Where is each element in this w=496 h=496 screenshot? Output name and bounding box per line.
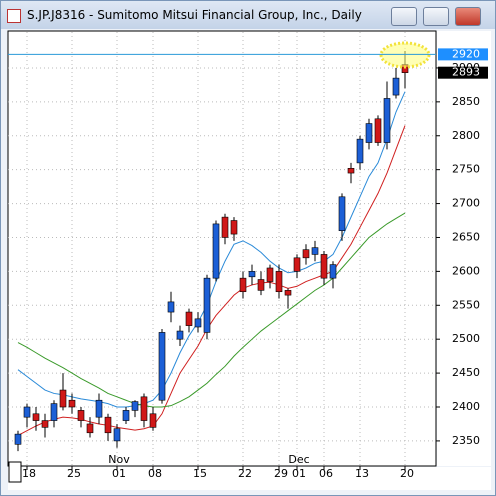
moving-average-line	[17, 212, 406, 408]
y-tick-label: 2350	[452, 434, 480, 447]
y-tick-label: 2750	[452, 163, 480, 176]
moving-average-line	[17, 91, 406, 408]
x-tick-label: 18	[22, 467, 36, 480]
candle-body	[230, 220, 238, 235]
y-tick-label: 2650	[452, 230, 480, 243]
y-tick-label: 2700	[452, 197, 480, 210]
candle-body	[86, 423, 94, 434]
candle-body	[32, 413, 40, 421]
candle-body	[257, 279, 265, 291]
candle-body	[311, 247, 319, 255]
maximize-button[interactable]	[423, 7, 449, 26]
candle-body	[320, 254, 328, 279]
candle-body	[248, 271, 256, 278]
x-tick-label: 08	[148, 467, 162, 480]
candle-body	[77, 410, 85, 421]
close-button[interactable]	[455, 7, 481, 26]
y-tick-label: 2450	[452, 366, 480, 379]
candle-body	[329, 264, 337, 279]
title-bar: S.JP.J8316 - Sumitomo Mitsui Financial G…	[1, 1, 495, 29]
y-tick-label: 2850	[452, 95, 480, 108]
candle-body	[158, 332, 166, 401]
x-tick-label: 20	[400, 467, 414, 480]
candle-body	[383, 98, 391, 143]
y-tick-label: 2550	[452, 298, 480, 311]
x-tick-label: 29	[274, 467, 288, 480]
candle-body	[113, 428, 121, 442]
x-tick-label: 06	[319, 467, 333, 480]
candle-body	[203, 277, 211, 333]
x-tick-label: 01	[112, 467, 126, 480]
candle-body	[149, 413, 157, 428]
x-tick-label: 15	[193, 467, 207, 480]
candle-body	[275, 271, 283, 293]
price-label: 2920	[452, 47, 480, 60]
candle-body	[95, 399, 103, 418]
candle-body	[302, 249, 310, 259]
candle-body	[194, 318, 202, 328]
candle-body	[68, 399, 76, 408]
highlight-glow	[379, 41, 431, 69]
candle-body	[50, 403, 58, 421]
price-label-box	[438, 48, 488, 61]
candle-body	[212, 223, 220, 279]
price-label-box	[438, 66, 488, 79]
y-tick-label: 2400	[452, 400, 480, 413]
candle-body	[221, 216, 229, 238]
y-tick-label: 2600	[452, 264, 480, 277]
plot-area	[7, 30, 437, 467]
candle-body	[374, 118, 382, 143]
minimize-button[interactable]	[391, 7, 417, 26]
x-tick-label: 25	[67, 467, 81, 480]
candle-body	[41, 420, 49, 428]
candle-body	[131, 401, 139, 411]
candle-body	[140, 396, 148, 421]
app-icon	[7, 9, 21, 23]
candle-body	[365, 123, 373, 143]
candle-body	[266, 267, 274, 282]
candle-body	[239, 277, 247, 293]
scroll-box[interactable]	[8, 461, 22, 483]
candle-body	[14, 433, 22, 445]
x-axis-area	[8, 467, 491, 490]
candle-body	[293, 257, 301, 272]
candle-body	[23, 406, 31, 418]
window-title: S.JP.J8316 - Sumitomo Mitsui Financial G…	[27, 8, 362, 22]
x-tick-label: 13	[355, 467, 369, 480]
candle-body	[167, 301, 175, 313]
y-tick-label: 2500	[452, 332, 480, 345]
candle-body	[176, 330, 184, 340]
candle-body	[284, 290, 292, 296]
candle-body	[338, 196, 346, 231]
month-label: Nov	[108, 453, 130, 466]
candle-body	[356, 138, 364, 164]
candle-body	[392, 77, 400, 96]
x-tick-label: 22	[238, 467, 252, 480]
y-axis-area	[437, 31, 491, 466]
candle-body	[122, 410, 130, 421]
candle-body	[185, 311, 193, 326]
y-tick-label: 2800	[452, 129, 480, 142]
candle-body	[347, 168, 355, 174]
x-tick-label: 01	[292, 467, 306, 480]
month-label: Dec	[288, 453, 309, 466]
candle-body	[59, 389, 67, 408]
price-label: 2893	[452, 66, 480, 79]
candle-body	[104, 416, 112, 434]
